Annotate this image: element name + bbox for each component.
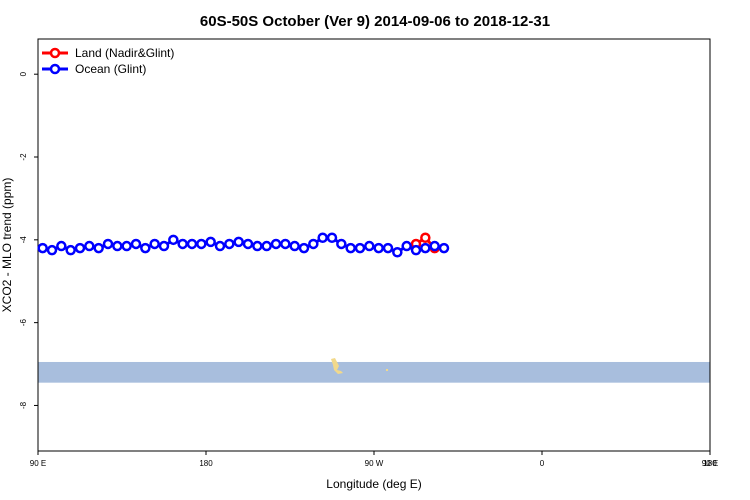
- data-point: [177, 238, 188, 250]
- data-point: [364, 240, 375, 252]
- data-point: [205, 236, 216, 248]
- data-point: [102, 238, 114, 250]
- series-layer: [37, 232, 450, 258]
- data-point: [429, 240, 440, 252]
- data-point: [270, 238, 282, 250]
- data-point: [317, 232, 328, 244]
- x-tick-label: 90 W: [365, 459, 384, 468]
- y-ticks: 0 -2 -4 -6 -8: [19, 71, 38, 409]
- data-point: [214, 240, 226, 252]
- data-point: [252, 240, 263, 252]
- x-tick-label: 0: [540, 459, 545, 468]
- data-point: [158, 240, 170, 252]
- data-point: [46, 244, 58, 256]
- data-point: [186, 238, 198, 250]
- y-tick-label: -8: [19, 401, 28, 409]
- data-point: [242, 238, 254, 250]
- data-point: [149, 238, 160, 250]
- data-point: [308, 238, 319, 250]
- data-point: [392, 246, 403, 258]
- x-tick-label: 180: [199, 459, 213, 468]
- landmass-shape: [331, 358, 343, 374]
- legend-marker: [49, 47, 61, 59]
- y-tick-label: -4: [19, 236, 28, 244]
- data-point: [140, 242, 151, 254]
- y-tick-label: -2: [19, 153, 28, 161]
- data-point: [382, 242, 394, 254]
- y-tick-label: -6: [19, 319, 28, 327]
- data-point: [420, 232, 431, 244]
- legend-label: Land (Nadir&Glint): [75, 46, 174, 60]
- data-point: [93, 242, 104, 254]
- legend: Land (Nadir&Glint) Ocean (Glint): [42, 46, 174, 76]
- map-band-layer: [38, 358, 710, 383]
- y-axis-label: XCO2 - MLO trend (ppm): [0, 178, 14, 313]
- data-point: [438, 242, 450, 254]
- data-point: [420, 242, 431, 254]
- legend-marker: [49, 63, 61, 75]
- data-point: [354, 242, 366, 254]
- x-tick-label: 90 E: [30, 459, 46, 468]
- data-point: [130, 238, 142, 250]
- data-point: [410, 244, 422, 256]
- data-point: [345, 242, 356, 254]
- data-point: [65, 244, 76, 256]
- x-axis-label: Longitude (deg E): [326, 477, 421, 491]
- data-point: [74, 242, 86, 254]
- x-tick-label: 180: [703, 459, 717, 468]
- data-point: [289, 240, 300, 252]
- data-point: [233, 236, 244, 248]
- data-point: [56, 240, 67, 252]
- data-point: [326, 232, 338, 244]
- legend-label: Ocean (Glint): [75, 62, 146, 76]
- data-point: [373, 242, 384, 254]
- data-point: [401, 240, 412, 252]
- data-point: [298, 242, 310, 254]
- data-point: [336, 238, 347, 250]
- data-point: [121, 240, 132, 252]
- map-band: [38, 361, 710, 383]
- data-point: [37, 242, 48, 254]
- data-point: [168, 234, 179, 246]
- data-point: [224, 238, 235, 250]
- y-tick-label: 0: [19, 71, 28, 76]
- data-point: [196, 238, 207, 250]
- data-point: [261, 240, 272, 252]
- data-point: [112, 240, 123, 252]
- x-tick-label: 90 E: [702, 459, 718, 468]
- landmass-dot: [386, 369, 388, 371]
- data-point: [84, 240, 95, 252]
- data-point: [280, 238, 291, 250]
- chart-title: 60S-50S October (Ver 9) 2014-09-06 to 20…: [200, 13, 550, 30]
